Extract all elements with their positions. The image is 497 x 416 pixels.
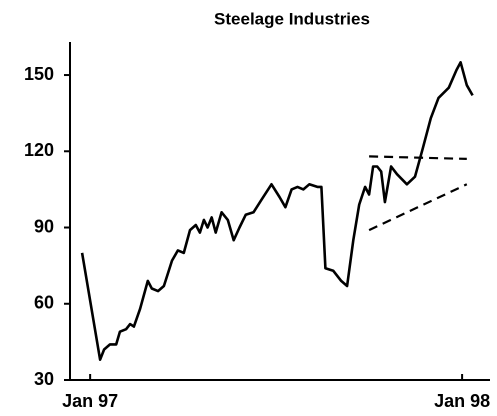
chart-title: Steelage Industries xyxy=(214,9,370,28)
price-line xyxy=(80,61,474,361)
dashed-line xyxy=(369,155,467,160)
dashed-line xyxy=(368,183,468,232)
y-tick-label: 150 xyxy=(24,64,54,84)
y-tick-label: 90 xyxy=(34,216,54,236)
y-tick-label: 30 xyxy=(34,369,54,389)
y-tick-label: 120 xyxy=(24,140,54,160)
x-tick-label: Jan 97 xyxy=(62,391,118,411)
x-tick-label: Jan 98 xyxy=(434,391,490,411)
y-tick-label: 60 xyxy=(34,293,54,313)
